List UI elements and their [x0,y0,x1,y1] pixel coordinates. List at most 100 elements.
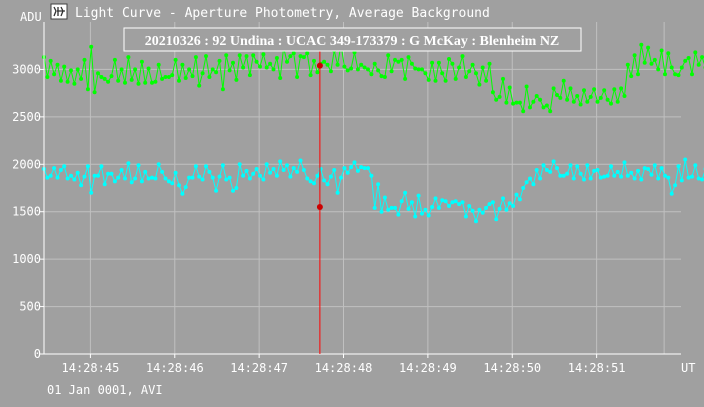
series-1-point [700,177,704,182]
series-0-point [514,100,519,105]
series-1-point [379,209,384,214]
series-0-point [92,90,97,95]
series-0-point [254,59,259,64]
series-1-point [345,170,350,175]
series-1-point [366,166,370,171]
series-0-point [592,87,597,92]
series-1-point [143,169,148,174]
series-0-point [409,61,414,66]
series-1-point [622,160,627,165]
series-0-point [163,75,168,79]
series-0-point [538,97,543,102]
series-0-point [69,68,73,73]
series-1-point [352,160,357,165]
series-0-point [497,94,502,99]
series-1-point [298,158,303,163]
series-0-point [345,68,350,73]
series-0-point [96,71,100,76]
series-1-point [52,166,57,171]
series-1-point [214,188,219,193]
series-0-point [642,60,647,65]
series-0-point [534,94,539,98]
series-1-point [271,167,276,171]
series-0-point [241,65,246,70]
series-1-point [190,175,195,180]
series-0-point [575,94,580,98]
series-1-point [96,173,100,178]
y-tick-label: 3000 [12,62,41,76]
series-0-point [463,75,468,79]
series-1-point [609,164,613,169]
series-0-point [150,80,154,85]
series-0-point [652,57,657,62]
series-1-point [362,166,367,171]
series-1-point [652,163,657,168]
series-1-point [612,173,617,178]
series-0-point [460,54,465,59]
series-0-point [393,57,397,62]
series-1-point [376,182,381,187]
series-0-point [659,48,664,53]
series-0-point [355,67,360,72]
series-0-point [598,95,603,100]
series-0-point [453,76,458,81]
series-1-point [507,201,512,206]
x-tick-label: 14:28:47 [230,361,288,375]
series-1-point [325,182,330,187]
series-0-point [457,65,462,70]
series-1-point [602,174,607,179]
series-1-point [409,200,414,205]
series-1-point [156,162,161,167]
series-1-point [541,163,546,168]
x-tick-label: 14:28:49 [399,361,457,375]
series-1-point [615,169,620,174]
series-0-point [639,42,644,47]
series-1-point [490,200,495,205]
series-0-point [247,73,252,78]
series-0-point [625,62,630,67]
series-1-point [291,166,296,171]
series-1-point [487,202,492,207]
series-0-point [501,76,505,81]
series-1-point [544,168,549,172]
series-1-point [123,176,127,181]
series-0-point [632,53,637,58]
series-0-point [315,70,320,75]
series-0-point [129,77,134,82]
series-0-point [612,87,617,92]
series-0-point [116,78,121,83]
series-0-point [663,72,667,77]
series-0-point [85,87,90,92]
y-tick-label: 1000 [12,252,41,266]
series-1-point [629,170,634,175]
series-1-point [251,171,256,176]
series-1-point [244,168,249,173]
series-1-point [696,176,701,181]
series-1-point [578,171,583,176]
series-0-point [251,53,256,58]
series-0-point [440,71,445,76]
series-1-point [55,175,60,180]
series-1-point [278,159,283,164]
series-0-point [669,65,674,70]
series-1-point [305,176,310,181]
series-0-point [696,62,701,67]
series-0-point [264,65,269,70]
series-0-point [187,67,192,72]
series-1-point [511,204,516,208]
series-1-point [430,205,435,209]
series-1-point [288,174,293,179]
series-1-point [312,181,316,186]
series-1-point [126,161,131,166]
series-1-point [177,183,181,188]
series-1-point [389,205,394,210]
y-tick-label: 0 [34,347,41,361]
series-0-point [558,95,563,100]
series-1-point [85,164,90,169]
series-0-point [406,55,411,60]
series-1-point [568,163,573,168]
series-0-point [52,72,57,77]
series-0-point [210,67,215,72]
series-1-point [82,174,87,179]
